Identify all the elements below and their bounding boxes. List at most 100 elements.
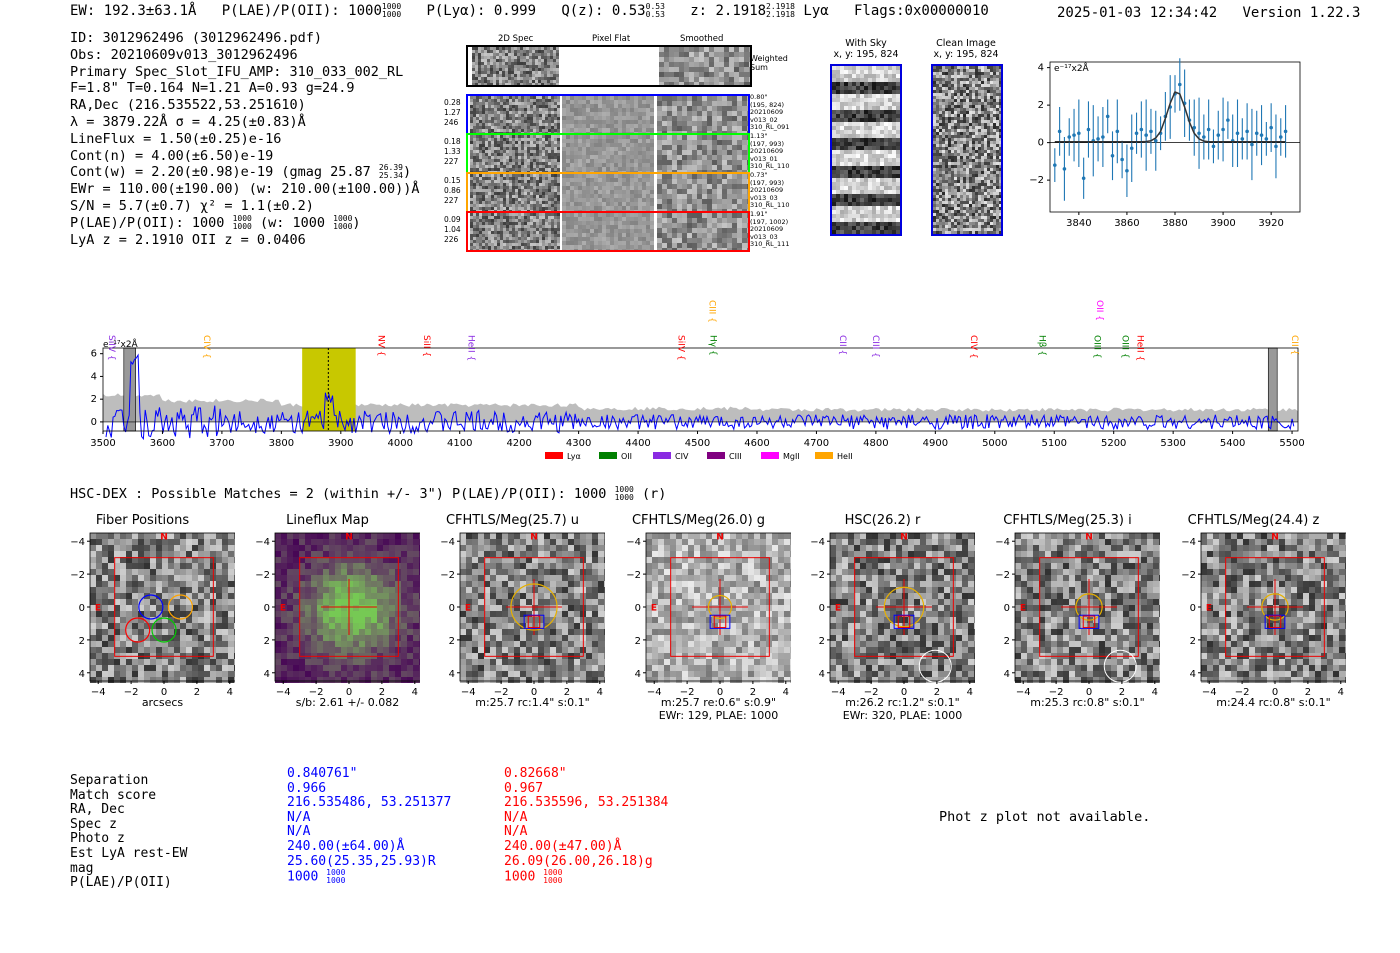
- pixel: [485, 111, 488, 114]
- pixel: [590, 155, 594, 159]
- pixel: [622, 163, 626, 167]
- pixel: [590, 233, 594, 237]
- pixel: [482, 225, 485, 228]
- pixel: [689, 57, 694, 62]
- pixel: [494, 198, 497, 201]
- pixel: [488, 123, 491, 126]
- pixel: [722, 204, 727, 209]
- frac-den: 1000: [381, 10, 402, 19]
- pixel: [702, 145, 707, 150]
- pixel: [527, 180, 530, 183]
- pixel: [610, 112, 614, 116]
- pixel: [548, 180, 551, 183]
- pixel: [479, 237, 482, 240]
- pixel: [606, 217, 610, 221]
- pixel: [876, 206, 880, 210]
- pixel: [566, 112, 570, 116]
- pixel: [475, 62, 478, 65]
- pixel: [742, 116, 747, 121]
- pixel: [500, 243, 503, 246]
- pixel: [884, 102, 888, 106]
- pixel: [717, 204, 722, 209]
- pixel: [717, 101, 722, 106]
- pixel: [722, 189, 727, 194]
- pixel: [677, 199, 682, 204]
- pixel: [606, 139, 610, 143]
- pixel: [987, 90, 990, 93]
- pixel: [966, 123, 969, 126]
- pixel: [479, 183, 482, 186]
- pixel: [832, 166, 836, 170]
- pixel: [484, 47, 487, 50]
- pixel: [832, 150, 836, 154]
- pixel: [984, 102, 987, 105]
- pixel: [933, 114, 936, 117]
- pixel: [554, 234, 557, 237]
- pixel: [650, 163, 654, 167]
- pixel: [684, 72, 689, 77]
- pixel: [481, 83, 484, 86]
- pixel: [574, 174, 578, 178]
- pixel: [864, 158, 868, 162]
- pixel: [677, 233, 682, 238]
- pixel: [479, 150, 482, 153]
- pixel: [687, 140, 692, 145]
- pixel: [747, 116, 752, 121]
- pixel: [872, 150, 876, 154]
- pixel: [512, 225, 515, 228]
- pixel: [860, 110, 864, 114]
- pixel: [672, 135, 677, 140]
- pixel: [533, 204, 536, 207]
- pixel: [669, 47, 674, 52]
- pixel: [687, 145, 692, 150]
- pixel: [638, 241, 642, 245]
- pixel: [570, 202, 574, 206]
- pixel: [999, 102, 1002, 105]
- pixel: [512, 222, 515, 225]
- pixel: [737, 248, 742, 253]
- pixel: [864, 174, 868, 178]
- pixel: [832, 182, 836, 186]
- pixel: [966, 108, 969, 111]
- pixel: [737, 179, 742, 184]
- pixel: [945, 93, 948, 96]
- pixel: [848, 194, 852, 198]
- pixel: [954, 69, 957, 72]
- pixel: [500, 141, 503, 144]
- pixel: [497, 213, 500, 216]
- pixel: [836, 170, 840, 174]
- pixel: [533, 117, 536, 120]
- pixel: [650, 213, 654, 217]
- pixel: [557, 207, 560, 210]
- pixel: [856, 106, 860, 110]
- pixel: [732, 248, 737, 253]
- pixel: [868, 194, 872, 198]
- pixel: [948, 78, 951, 81]
- pixel: [574, 163, 578, 167]
- pixel: [707, 145, 712, 150]
- pixel: [642, 124, 646, 128]
- pixel: [739, 72, 744, 77]
- pixel: [554, 186, 557, 189]
- pixel: [972, 72, 975, 75]
- pixel: [614, 163, 618, 167]
- pixel: [485, 135, 488, 138]
- pixel: [523, 83, 526, 86]
- pixel: [622, 202, 626, 206]
- row-meta: v013_01: [750, 154, 778, 163]
- pixel: [491, 144, 494, 147]
- pixel: [529, 77, 532, 80]
- pixel: [614, 155, 618, 159]
- pixel: [497, 192, 500, 195]
- pixel: [614, 245, 618, 249]
- pixel: [520, 68, 523, 71]
- cutout-row: [466, 211, 752, 253]
- pixel: [566, 151, 570, 155]
- pixel: [614, 217, 618, 221]
- pixel: [993, 93, 996, 96]
- pixel: [598, 198, 602, 202]
- pixel: [978, 117, 981, 120]
- pixel: [966, 90, 969, 93]
- pixel: [527, 198, 530, 201]
- pixel: [530, 246, 533, 249]
